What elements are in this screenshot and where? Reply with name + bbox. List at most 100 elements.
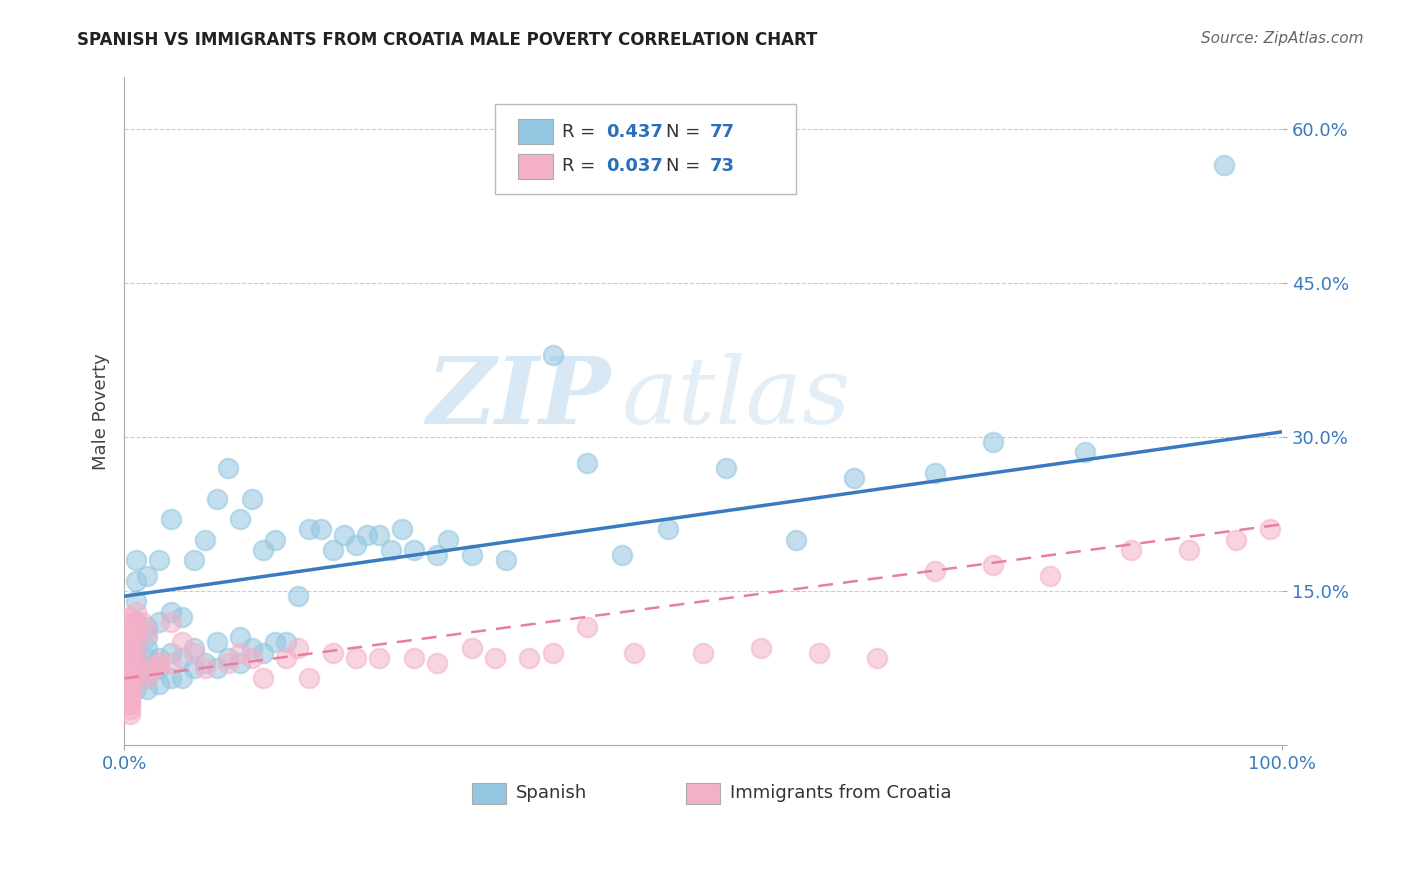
Point: [1178, 543, 1201, 558]
Point: [287, 640, 309, 655]
Point: [576, 620, 599, 634]
Point: [495, 553, 517, 567]
Point: [194, 661, 217, 675]
Point: [118, 707, 141, 722]
Point: [240, 491, 263, 506]
Point: [148, 661, 170, 675]
Point: [136, 568, 159, 582]
FancyBboxPatch shape: [517, 119, 553, 145]
Point: [263, 635, 285, 649]
Point: [136, 625, 159, 640]
Point: [118, 661, 141, 675]
Point: [118, 630, 141, 644]
Point: [142, 661, 165, 675]
Point: [172, 672, 194, 686]
Point: [657, 523, 679, 537]
Point: [136, 620, 159, 634]
Point: [148, 656, 170, 670]
Point: [716, 460, 738, 475]
Point: [118, 615, 141, 629]
Point: [136, 651, 159, 665]
Point: [148, 553, 170, 567]
Point: [205, 661, 228, 675]
Point: [118, 635, 141, 649]
Point: [118, 697, 141, 711]
Point: [1213, 158, 1236, 172]
Point: [148, 676, 170, 690]
Point: [148, 651, 170, 665]
Point: [263, 533, 285, 547]
Point: [866, 651, 889, 665]
Point: [118, 676, 141, 690]
Point: [785, 533, 807, 547]
Text: Immigrants from Croatia: Immigrants from Croatia: [730, 784, 952, 802]
Point: [391, 523, 413, 537]
Point: [136, 672, 159, 686]
Point: [118, 609, 141, 624]
Point: [1074, 445, 1097, 459]
Point: [240, 640, 263, 655]
Point: [322, 543, 344, 558]
Point: [159, 656, 181, 670]
Point: [125, 661, 148, 675]
Point: [183, 553, 205, 567]
Point: [118, 646, 141, 660]
Point: [125, 656, 148, 670]
Point: [183, 661, 205, 675]
Point: [924, 564, 946, 578]
Point: [159, 646, 181, 660]
Point: [118, 687, 141, 701]
Point: [276, 635, 298, 649]
Point: [159, 672, 181, 686]
Point: [125, 625, 148, 640]
Point: [749, 640, 772, 655]
Point: [131, 666, 153, 681]
Text: ZIP: ZIP: [426, 353, 610, 443]
Point: [333, 527, 356, 541]
Point: [148, 656, 170, 670]
Point: [1225, 533, 1247, 547]
Text: SPANISH VS IMMIGRANTS FROM CROATIA MALE POVERTY CORRELATION CHART: SPANISH VS IMMIGRANTS FROM CROATIA MALE …: [77, 31, 818, 49]
FancyBboxPatch shape: [686, 782, 720, 804]
Point: [172, 609, 194, 624]
Point: [118, 656, 141, 670]
Point: [322, 646, 344, 660]
Point: [118, 692, 141, 706]
Text: Spanish: Spanish: [516, 784, 586, 802]
Point: [981, 558, 1004, 573]
Point: [118, 640, 141, 655]
Point: [136, 630, 159, 644]
Point: [842, 471, 865, 485]
Point: [118, 681, 141, 696]
Point: [344, 651, 367, 665]
Text: R =: R =: [562, 122, 600, 141]
Point: [125, 615, 148, 629]
Point: [368, 651, 391, 665]
Point: [205, 491, 228, 506]
Point: [172, 635, 194, 649]
Point: [118, 625, 141, 640]
Text: R =: R =: [562, 157, 600, 175]
Point: [194, 656, 217, 670]
Point: [692, 646, 714, 660]
Point: [217, 656, 239, 670]
Point: [229, 656, 252, 670]
Point: [159, 615, 181, 629]
Point: [484, 651, 506, 665]
Point: [125, 625, 148, 640]
Text: 0.437: 0.437: [606, 122, 662, 141]
Point: [125, 635, 148, 649]
Point: [205, 635, 228, 649]
Point: [125, 646, 148, 660]
Point: [125, 656, 148, 670]
Point: [125, 605, 148, 619]
Text: N =: N =: [666, 157, 706, 175]
Point: [460, 548, 482, 562]
Point: [437, 533, 460, 547]
FancyBboxPatch shape: [495, 104, 796, 194]
Text: N =: N =: [666, 122, 706, 141]
Point: [426, 656, 449, 670]
FancyBboxPatch shape: [471, 782, 506, 804]
Point: [309, 523, 332, 537]
Point: [217, 651, 239, 665]
